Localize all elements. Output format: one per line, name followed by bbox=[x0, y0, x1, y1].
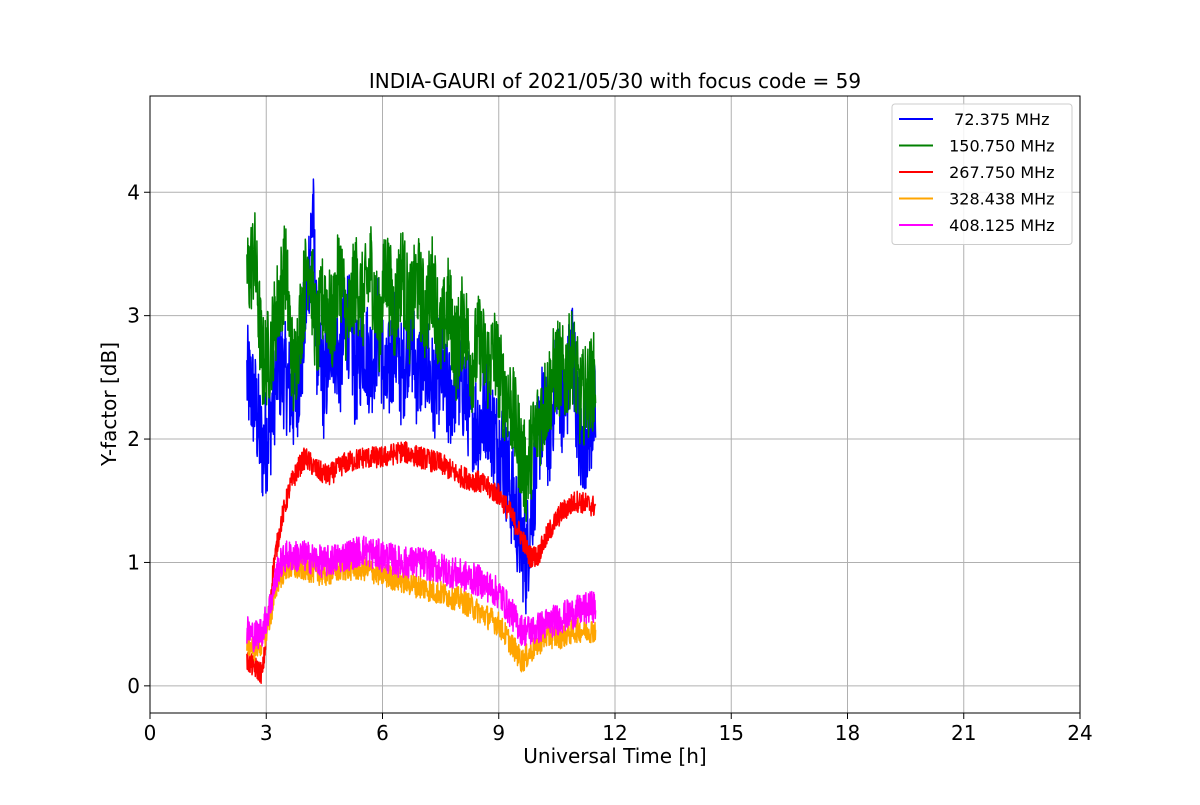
series-line-3 bbox=[246, 440, 597, 685]
series-line-5 bbox=[246, 535, 597, 653]
x-tick-label: 6 bbox=[376, 721, 389, 745]
legend-entry-label: 328.438 MHz bbox=[944, 190, 1055, 209]
chart-title: INDIA-GAURI of 2021/05/30 with focus cod… bbox=[369, 69, 861, 93]
legend-box bbox=[891, 103, 1073, 245]
y-tick-label: 1 bbox=[127, 550, 140, 574]
y-tick-label: 4 bbox=[127, 180, 140, 204]
legend-entry-label: 408.125 MHz bbox=[944, 216, 1055, 235]
x-axis-label: Universal Time [h] bbox=[523, 744, 706, 768]
x-tick-label: 21 bbox=[951, 721, 976, 745]
y-tick-label: 2 bbox=[127, 427, 140, 451]
x-tick-label: 18 bbox=[835, 721, 860, 745]
y-axis-label: Y-factor [dB] bbox=[97, 342, 121, 467]
legend: 72.375 MHz 150.750 MHz 267.750 MHz 328.4… bbox=[891, 103, 1073, 245]
y-tick-label: 0 bbox=[127, 674, 140, 698]
legend-entry-label: 150.750 MHz bbox=[944, 137, 1055, 156]
series-lines bbox=[246, 178, 597, 685]
x-tick-label: 15 bbox=[719, 721, 744, 745]
x-tick-label: 3 bbox=[260, 721, 273, 745]
y-tick-label: 3 bbox=[127, 304, 140, 328]
x-tick-label: 24 bbox=[1067, 721, 1092, 745]
legend-entry-label: 267.750 MHz bbox=[944, 163, 1055, 182]
series-line-2 bbox=[246, 212, 597, 522]
x-tick-label: 12 bbox=[602, 721, 627, 745]
legend-entry-label: 72.375 MHz bbox=[944, 110, 1049, 129]
x-tick-label: 9 bbox=[492, 721, 505, 745]
x-tick-label: 0 bbox=[144, 721, 157, 745]
